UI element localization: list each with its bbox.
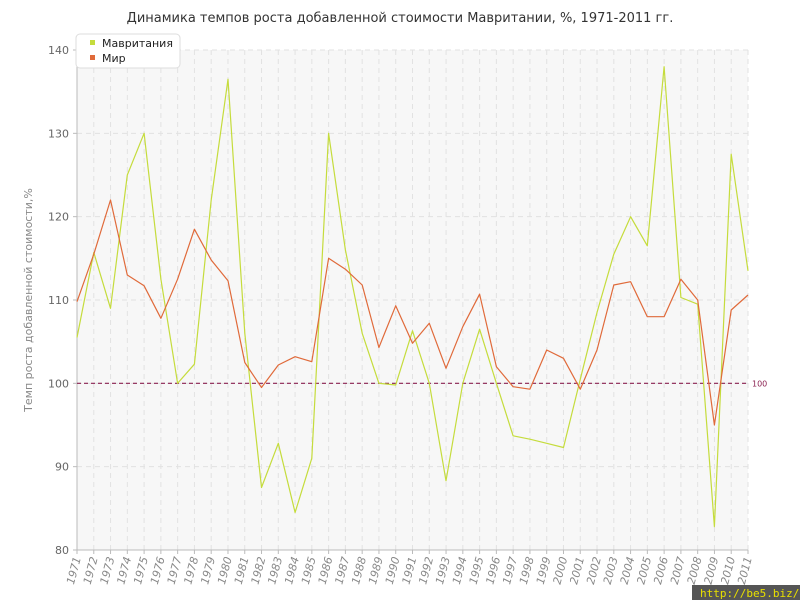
reference-line-label: 100 (752, 379, 767, 388)
y-tick-label: 130 (48, 127, 69, 140)
legend-label-world: Мир (102, 52, 126, 65)
series-line-world (76, 199, 749, 426)
reference-line-group: 100 (77, 379, 767, 388)
legend-item-world[interactable]: Мир (90, 52, 126, 65)
legend-label-mauritania: Мавритания (102, 37, 173, 50)
legend-swatch-world (90, 55, 95, 60)
y-tick-label: 80 (55, 544, 69, 557)
x-axis-ticks: 1971197219731974197519761977197819791980… (64, 550, 755, 586)
y-tick-label: 90 (55, 461, 69, 474)
y-axis-ticks: 80 90 100 110 120 130 140 (48, 44, 77, 557)
y-axis-title: Темп роста добавленной стоимости,% (22, 188, 35, 413)
watermark[interactable]: http://be5.biz/ (692, 585, 800, 600)
legend-swatch-mauritania (90, 40, 95, 45)
y-tick-label: 100 (48, 377, 69, 390)
series-line-mauritania (76, 66, 749, 528)
legend-box (75, 33, 181, 69)
legend: Мавритания Мир (75, 33, 181, 69)
watermark-background (692, 585, 800, 600)
chart-title: Динамика темпов роста добавленной стоимо… (127, 11, 674, 26)
y-tick-label: 140 (48, 44, 69, 57)
y-tick-label: 110 (48, 294, 69, 307)
x-tick-label: 2011 (735, 555, 755, 585)
legend-item-mauritania[interactable]: Мавритания (90, 37, 173, 50)
series-lines (76, 66, 749, 528)
watermark-text: http://be5.biz/ (700, 587, 799, 600)
grid-lines (77, 49, 749, 550)
y-tick-label: 120 (48, 211, 69, 224)
